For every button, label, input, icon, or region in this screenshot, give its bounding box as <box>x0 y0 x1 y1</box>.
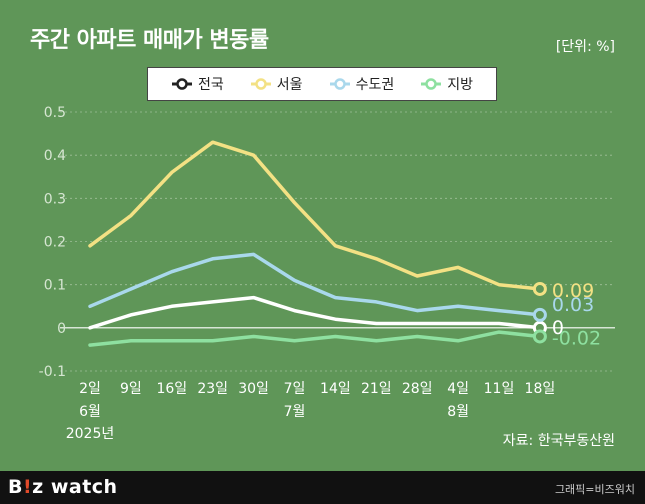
end-value-label: 0.03 <box>552 294 594 316</box>
legend-swatch <box>329 78 350 90</box>
legend-item: 지방 <box>420 74 473 94</box>
series-line-전국 <box>88 295 542 330</box>
series-line-서울 <box>88 140 542 291</box>
x-month-label: 8월 <box>447 404 469 420</box>
end-value-label: 0 <box>552 317 564 339</box>
legend-swatch <box>250 78 271 90</box>
y-tick-label: 0.5 <box>44 105 66 121</box>
x-tick-label: 14일 <box>320 381 351 397</box>
end-value-label: 0.09 <box>552 280 594 302</box>
series-line-지방 <box>88 330 542 347</box>
source-note: 자료: 한국부동산원 <box>502 433 615 449</box>
series-line-수도권 <box>88 252 542 317</box>
x-tick-label: 16일 <box>156 381 187 397</box>
series-endpoint-지방 <box>532 329 547 344</box>
x-tick-label: 18일 <box>525 381 556 397</box>
legend-label: 서울 <box>276 77 303 93</box>
x-tick-label: 2일 <box>79 381 101 397</box>
y-tick-label: 0.1 <box>44 278 66 294</box>
x-tick-label: 7일 <box>284 381 306 397</box>
x-tick-label: 21일 <box>361 381 392 397</box>
series-endpoint-수도권 <box>532 307 547 322</box>
legend-item: 전국 <box>171 74 224 94</box>
legend-label: 수도권 <box>355 77 395 93</box>
x-tick-label: 9일 <box>120 381 142 397</box>
x-tick-label: 30일 <box>238 381 269 397</box>
graphic-credit: 그래픽=비즈워치 <box>554 483 635 496</box>
x-month-label: 7월 <box>284 404 306 420</box>
footer-bar: B!z watch 그래픽=비즈워치 <box>0 471 645 504</box>
legend-swatch <box>172 78 192 90</box>
unit-label: [단위: %] <box>555 39 615 55</box>
legend-label: 전국 <box>198 77 224 93</box>
y-tick-label: -0.1 <box>39 364 66 380</box>
line-chart: -0.1 0 0.1 0.2 0.3 0.4 0.5 2일 9일 16일 23일 30일 7일 14일 21… <box>39 105 615 440</box>
x-tick-label: 28일 <box>402 381 433 397</box>
bizwatch-logo: B!z watch <box>8 476 118 498</box>
chart-legend: 전국 서울 수도권 지방 <box>147 67 497 101</box>
x-month-label: 6월 <box>79 404 101 420</box>
x-tick-label: 4일 <box>447 381 469 397</box>
x-tick-label: 23일 <box>197 381 228 397</box>
legend-item: 수도권 <box>329 74 395 94</box>
end-value-label: -0.02 <box>552 327 601 349</box>
x-tick-label: 11일 <box>484 381 515 397</box>
y-tick-label: 0.4 <box>44 148 66 164</box>
legend-label: 지방 <box>447 77 473 93</box>
y-tick-label: 0 <box>57 321 66 337</box>
y-tick-label: 0.2 <box>44 235 66 251</box>
y-tick-label: 0.3 <box>44 191 66 207</box>
legend-item: 서울 <box>250 74 303 94</box>
x-year-label: 2025년 <box>66 426 115 440</box>
legend-swatch <box>421 78 442 90</box>
series-endpoint-서울 <box>532 281 547 296</box>
chart-title: 주간 아파트 매매가 변동률 <box>30 28 269 53</box>
